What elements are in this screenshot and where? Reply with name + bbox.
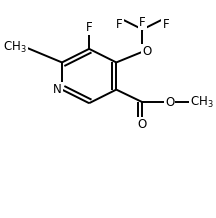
Text: O: O: [138, 118, 147, 131]
Text: F: F: [139, 16, 146, 29]
Text: F: F: [162, 18, 169, 31]
Text: O: O: [165, 96, 174, 109]
Text: F: F: [86, 21, 92, 34]
Text: CH$_3$: CH$_3$: [190, 95, 214, 110]
Text: F: F: [116, 18, 122, 31]
Text: O: O: [143, 45, 152, 58]
Text: CH$_3$: CH$_3$: [3, 40, 27, 55]
Text: N: N: [53, 83, 62, 96]
